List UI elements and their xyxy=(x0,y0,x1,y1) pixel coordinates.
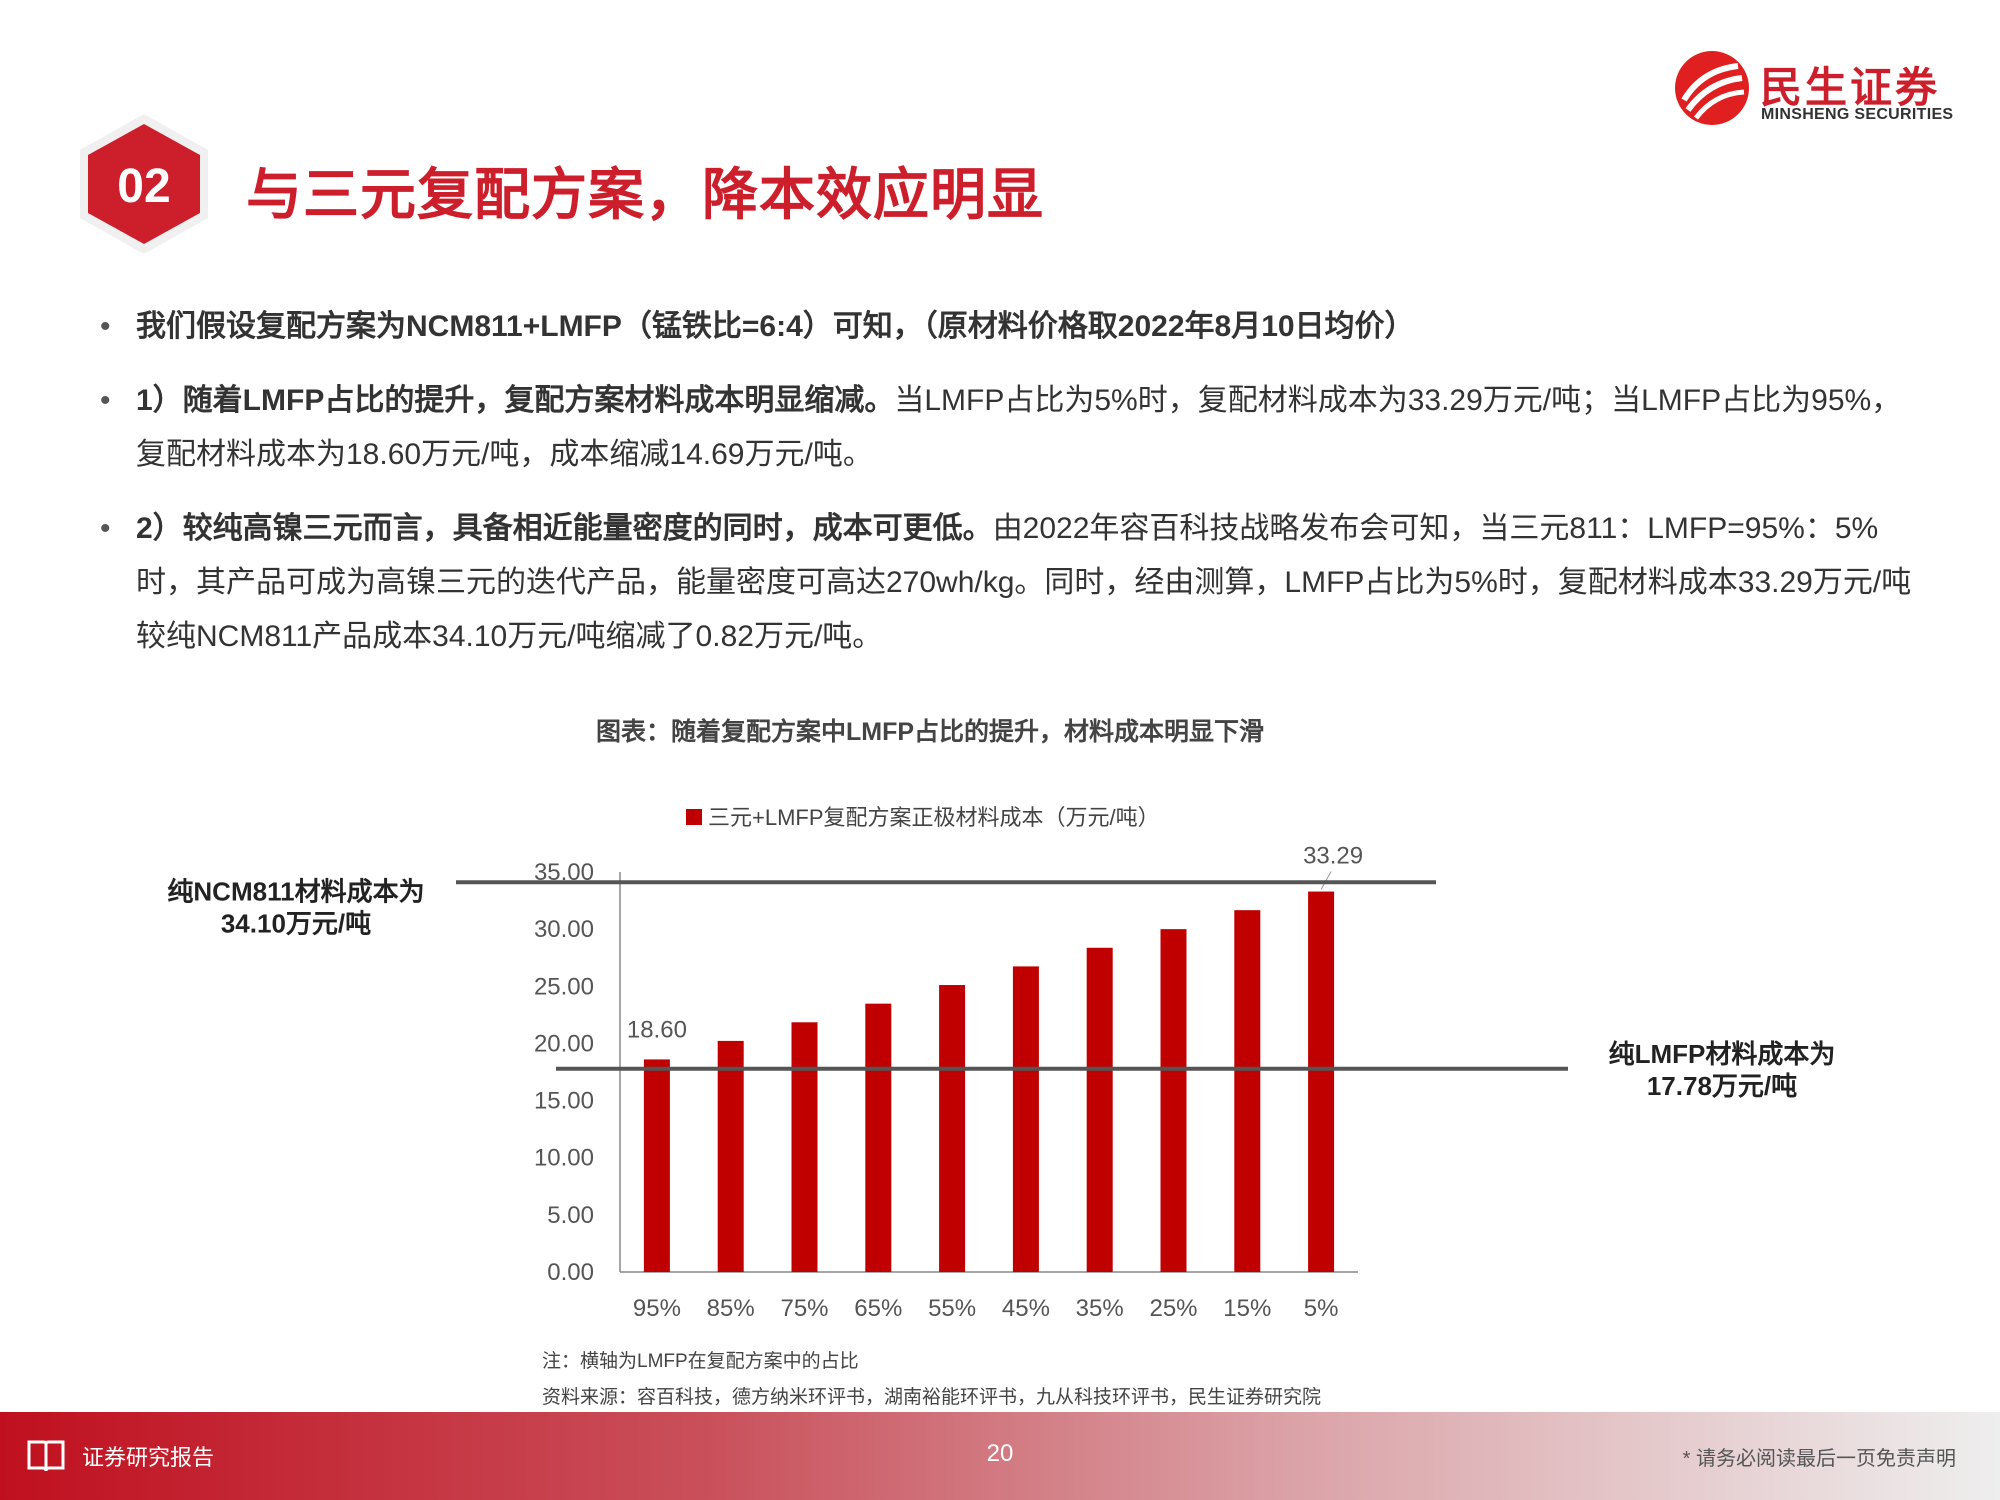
reference-label: 17.78万元/吨 xyxy=(1647,1071,1797,1101)
bullet-list: • 我们假设复配方案为NCM811+LMFP（锰铁比=6:4）可知，（原材料价格… xyxy=(96,300,1926,684)
x-tick-label: 5% xyxy=(1304,1295,1339,1322)
minsheng-logo-icon xyxy=(1675,51,1749,125)
logo-text-en: MINSHENG SECURITIES xyxy=(1761,106,1954,123)
footer: 证券研究报告 20 * 请务必阅读最后一页免责声明 xyxy=(0,1412,2000,1500)
data-label: 18.60 xyxy=(627,1016,687,1043)
bar-chart: 三元+LMFP复配方案正极材料成本（万元/吨） 0.00 5.00 10.00 15.0… xyxy=(167,805,1836,1322)
bar xyxy=(939,985,966,1272)
x-tick-label: 55% xyxy=(928,1295,976,1322)
bar xyxy=(1308,891,1335,1272)
x-tick-label: 45% xyxy=(1002,1295,1050,1322)
y-tick-label: 10.00 xyxy=(534,1145,594,1172)
bullet-dot: • xyxy=(100,310,111,343)
bullet-bold: 我们假设复配方案为NCM811+LMFP（锰铁比=6:4）可知，（原材料价格取2… xyxy=(136,310,1415,343)
reference-label: 纯LMFP材料成本为 xyxy=(1609,1039,1836,1069)
y-tick-label: 15.00 xyxy=(534,1088,594,1115)
bullet-bold: 1）随着LMFP占比的提升，复配方案材料成本明显缩减。 xyxy=(136,384,895,417)
bar xyxy=(1160,929,1187,1272)
bullet-item: • 2）较纯高镍三元而言，具备相近能量密度的同时，成本可更低。由2022年容百科… xyxy=(96,502,1926,664)
bar xyxy=(865,1003,892,1272)
x-tick-label: 95% xyxy=(633,1295,681,1322)
legend-label: 三元+LMFP复配方案正极材料成本（万元/吨） xyxy=(708,805,1160,830)
y-tick-label: 25.00 xyxy=(534,973,594,1000)
logo-text-cn: 民生证券 xyxy=(1760,63,1941,112)
footer-report-label: 证券研究报告 xyxy=(82,1445,215,1470)
x-tick-label: 35% xyxy=(1076,1295,1124,1322)
x-tick-label: 25% xyxy=(1149,1295,1197,1322)
bullet-item: • 我们假设复配方案为NCM811+LMFP（锰铁比=6:4）可知，（原材料价格… xyxy=(96,300,1926,354)
bar xyxy=(1086,947,1113,1272)
reference-label: 纯NCM811材料成本为 xyxy=(167,876,424,906)
bullet-dot: • xyxy=(100,384,111,417)
chart-note: 注：横轴为LMFP在复配方案中的占比 xyxy=(542,1351,859,1372)
page-title: 与三元复配方案，降本效应明显 xyxy=(246,163,1044,226)
x-tick-label: 75% xyxy=(780,1295,828,1322)
chart-title: 图表：随着复配方案中LMFP占比的提升，材料成本明显下滑 xyxy=(595,718,1265,746)
section-number: 02 xyxy=(117,160,170,213)
y-tick-label: 0.00 xyxy=(547,1259,594,1286)
footer-disclaimer: * 请务必阅读最后一页免责声明 xyxy=(1682,1448,1956,1470)
company-logo: 民生证券 MINSHENG SECURITIES xyxy=(1672,48,1954,132)
bullet-text: 由2022年容百科技战略发布会可知，当三元811：LMFP=95%：5%时，其产… xyxy=(136,512,1912,653)
legend-swatch xyxy=(686,809,702,825)
bullet-dot: • xyxy=(100,512,111,545)
bar xyxy=(717,1040,744,1272)
y-tick-label: 20.00 xyxy=(534,1030,594,1057)
x-tick-label: 15% xyxy=(1223,1295,1271,1322)
bar xyxy=(1234,910,1261,1272)
section-badge: 02 xyxy=(80,114,208,254)
y-tick-label: 30.00 xyxy=(534,916,594,943)
book-icon xyxy=(27,1440,65,1472)
x-tick-label: 65% xyxy=(854,1295,902,1322)
y-tick-label: 5.00 xyxy=(547,1202,594,1229)
reference-label: 34.10万元/吨 xyxy=(221,908,371,938)
bar xyxy=(1012,966,1039,1272)
bar xyxy=(643,1059,670,1272)
bullet-text: 当LMFP占比为5%时，复配材料成本为33.29万元/吨；当LMFP占比为95%… xyxy=(136,384,1902,471)
page-number: 20 xyxy=(986,1440,1014,1467)
chart-source: 资料来源：容百科技，德方纳米环评书，湖南裕能环评书，九从科技环评书，民生证券研究… xyxy=(542,1387,1322,1408)
bullet-bold: 2）较纯高镍三元而言，具备相近能量密度的同时，成本可更低。 xyxy=(136,512,993,545)
x-tick-label: 85% xyxy=(707,1295,755,1322)
data-label: 33.29 xyxy=(1303,843,1363,870)
bullet-item: • 1）随着LMFP占比的提升，复配方案材料成本明显缩减。当LMFP占比为5%时… xyxy=(96,374,1926,482)
bar xyxy=(791,1022,818,1272)
